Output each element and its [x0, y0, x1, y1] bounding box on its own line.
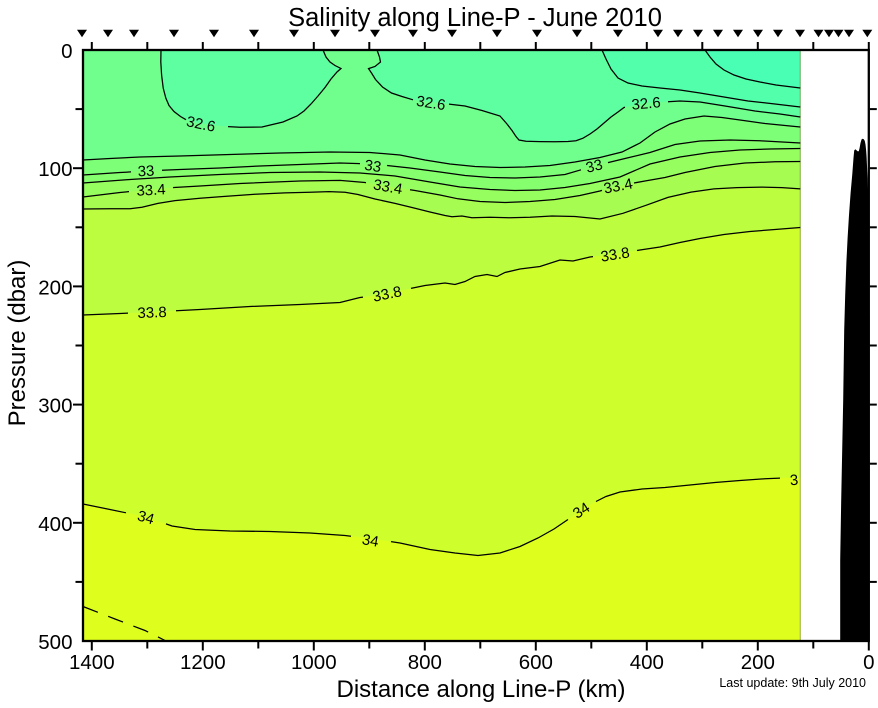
svg-text:3: 3 [789, 472, 799, 490]
svg-text:33.8: 33.8 [371, 283, 403, 306]
svg-text:600: 600 [519, 651, 553, 674]
svg-text:1200: 1200 [180, 651, 226, 674]
svg-text:33.8: 33.8 [599, 244, 631, 265]
svg-text:33: 33 [584, 156, 604, 177]
svg-text:33: 33 [363, 157, 382, 176]
svg-text:33.4: 33.4 [136, 181, 166, 200]
svg-text:33.8: 33.8 [137, 304, 167, 322]
svg-text:200: 200 [741, 651, 775, 674]
svg-text:0: 0 [61, 40, 72, 63]
svg-text:Last update: 9th July 2010: Last update: 9th July 2010 [719, 676, 866, 690]
svg-text:34: 34 [135, 507, 156, 528]
svg-text:0: 0 [863, 651, 874, 674]
svg-text:Pressure (dbar): Pressure (dbar) [4, 260, 31, 427]
svg-text:33.4: 33.4 [372, 176, 404, 198]
svg-text:32.6: 32.6 [631, 94, 662, 113]
svg-text:100: 100 [38, 158, 72, 181]
svg-text:32.6: 32.6 [185, 113, 217, 136]
svg-text:200: 200 [38, 276, 72, 299]
svg-text:Distance along Line-P (km): Distance along Line-P (km) [336, 676, 625, 703]
svg-text:1000: 1000 [291, 651, 337, 674]
svg-text:34: 34 [570, 499, 593, 522]
svg-text:400: 400 [630, 651, 664, 674]
svg-text:400: 400 [38, 513, 72, 536]
svg-text:1400: 1400 [69, 651, 115, 674]
svg-text:300: 300 [38, 395, 72, 418]
svg-text:Salinity along Line-P - June 2: Salinity along Line-P - June 2010 [288, 4, 662, 32]
svg-text:33.4: 33.4 [602, 175, 634, 197]
svg-text:33: 33 [137, 163, 155, 181]
svg-text:32.6: 32.6 [415, 93, 447, 114]
svg-text:800: 800 [408, 651, 442, 674]
svg-text:34: 34 [361, 531, 380, 551]
svg-text:500: 500 [38, 631, 72, 654]
